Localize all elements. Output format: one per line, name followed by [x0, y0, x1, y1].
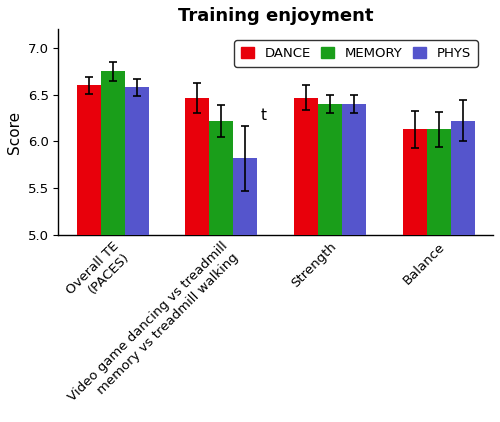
Bar	[318, 104, 342, 235]
Bar	[77, 85, 100, 235]
Legend: DANCE, MEMORY, PHYS: DANCE, MEMORY, PHYS	[234, 40, 478, 67]
Bar	[294, 97, 318, 235]
Y-axis label: Score: Score	[7, 111, 22, 154]
Title: Training enjoyment: Training enjoyment	[178, 7, 374, 25]
Bar	[100, 71, 124, 235]
Bar	[403, 129, 427, 235]
Bar	[450, 121, 474, 235]
Bar	[210, 121, 234, 235]
Text: t: t	[261, 108, 267, 123]
Bar	[342, 104, 366, 235]
Bar	[186, 97, 210, 235]
Bar	[124, 87, 148, 235]
Bar	[427, 129, 450, 235]
Bar	[234, 158, 257, 235]
